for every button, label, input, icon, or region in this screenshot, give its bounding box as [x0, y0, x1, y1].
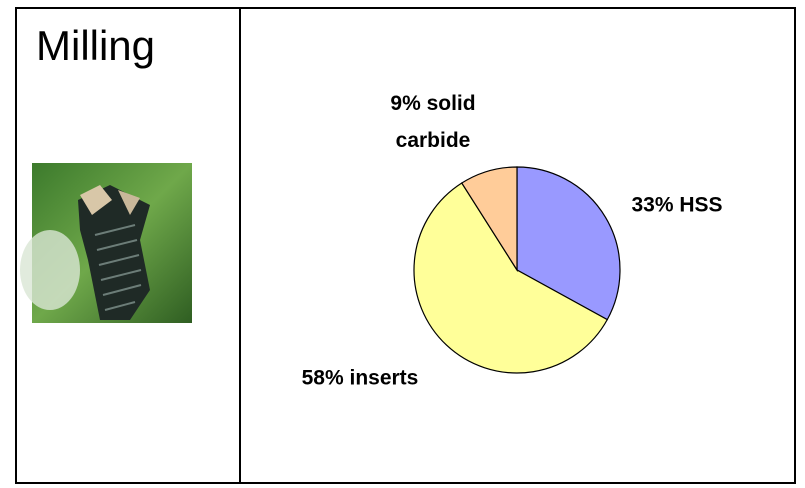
tool-photo	[20, 163, 192, 323]
pie	[413, 166, 621, 374]
slide-border	[15, 7, 796, 484]
pie-slice	[516, 166, 621, 321]
pie-slice	[460, 166, 518, 273]
data-label: 58% inserts	[301, 366, 419, 390]
slide-title: Milling	[36, 22, 156, 69]
data-label: 9% solid carbide	[390, 92, 476, 152]
pie-slice	[413, 182, 609, 374]
data-label: 33% HSS	[631, 193, 723, 217]
